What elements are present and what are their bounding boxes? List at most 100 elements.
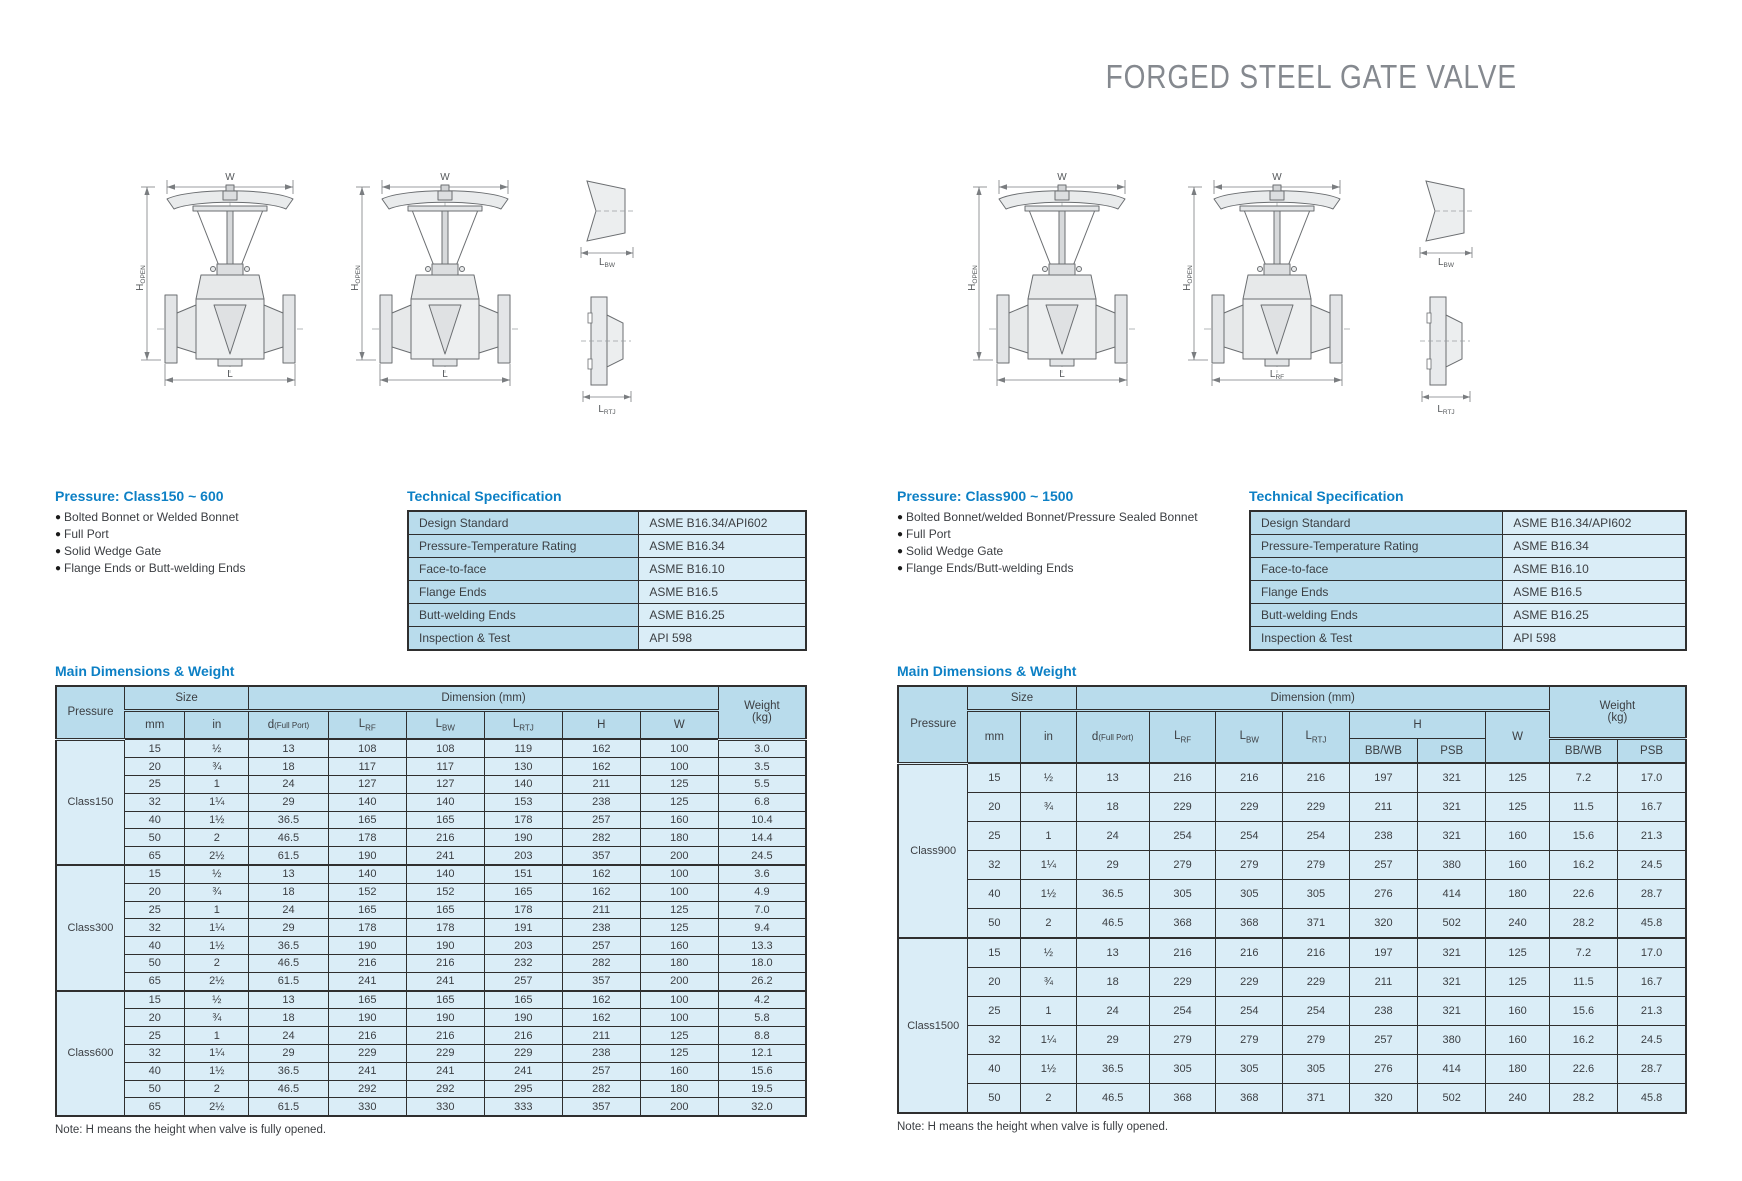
dims-value-cell: 46.5 <box>1075 1083 1150 1114</box>
dims-table-row: 25 1 24 127 127 140 211 125 5.5 <box>56 775 807 794</box>
dims-value-cell: 368 <box>1148 908 1217 939</box>
dims-value-cell: 16.7 <box>1617 967 1687 997</box>
dim-label-lrf: LRF <box>1270 369 1284 381</box>
dims-value-cell: 24.5 <box>717 846 807 866</box>
dims-value-cell: 305 <box>1148 1054 1217 1084</box>
dims-value-cell: 152 <box>327 882 407 902</box>
dims-value-cell: 232 <box>483 954 563 973</box>
dims-value-cell: 229 <box>405 1044 485 1063</box>
dims-table-row: Class1500 15 ½ 13 216 216 216 197 321 125 7.2 17.0 <box>897 937 1687 1114</box>
dims-value-cell: 257 <box>483 971 563 992</box>
dims-value-cell: 279 <box>1282 850 1350 880</box>
feature-item: ● Full Port <box>55 527 407 541</box>
dim-label-w: W <box>440 172 450 183</box>
dims-value-cell: 162 <box>561 1008 641 1028</box>
dim-label-l: L <box>442 369 448 380</box>
mm-col-header: mm <box>967 710 1022 764</box>
bullet-icon: ● <box>897 511 904 523</box>
dims-value-cell: 502 <box>1417 1083 1487 1114</box>
dims-value-cell: 100 <box>639 864 719 884</box>
dims-value-cell: 178 <box>405 918 485 938</box>
dims-value-cell: 229 <box>327 1044 407 1063</box>
dims-value-cell: 119 <box>483 738 563 759</box>
dims-value-cell: 162 <box>561 757 641 777</box>
dims-value-cell: 1½ <box>184 810 250 830</box>
dims-value-cell: 368 <box>1215 908 1284 939</box>
dims-header-row: Pressure Size Dimension (mm) Weight (kg) <box>55 685 807 741</box>
dims-value-cell: 254 <box>1148 996 1217 1026</box>
pressure-class-cell: Class600 <box>55 989 125 1117</box>
dims-value-cell: 2 <box>184 1079 250 1099</box>
dims-value-cell: 125 <box>639 900 719 920</box>
dims-value-cell: 15.6 <box>1548 996 1619 1026</box>
dims-value-cell: 330 <box>405 1097 485 1117</box>
dim-label-l: L <box>227 369 233 380</box>
dims-subheader-row2: BB/WB PSB BB/WB PSB <box>898 738 1687 764</box>
dims-value-cell: 241 <box>405 846 485 866</box>
feature-item: ● Flange Ends/Butt-welding Ends <box>897 561 1249 575</box>
spec-value-cell: ASME B16.25 <box>638 603 807 627</box>
dims-value-cell: 295 <box>483 1079 563 1099</box>
spec-row: Pressure-Temperature Rating ASME B16.34 <box>1249 534 1687 558</box>
dims-table-row: 20 ¾ 18 152 152 165 162 100 4.9 <box>56 882 807 902</box>
dims-value-cell: 321 <box>1417 792 1487 822</box>
dims-value-cell: ¾ <box>184 757 250 777</box>
dims-value-cell: 61.5 <box>248 1097 329 1117</box>
spec-label-cell: Butt-welding Ends <box>1249 603 1504 627</box>
spec-label-cell: Flange Ends <box>1249 580 1504 604</box>
dims-table-row: 65 2½ 61.5 330 330 333 357 200 32.0 <box>56 1097 807 1117</box>
spec-label-cell: Face-to-face <box>1249 557 1504 581</box>
dims-value-cell: 45.8 <box>1617 908 1687 939</box>
dims-value-cell: 65 <box>123 971 186 992</box>
dims-value-cell: 36.5 <box>248 936 329 956</box>
dims-value-cell: 180 <box>1485 879 1550 909</box>
dims-header-row: Pressure Size Dimension (mm) Weight (kg) <box>897 685 1687 765</box>
dims-value-cell: 240 <box>1485 1083 1550 1114</box>
dims-value-cell: 15 <box>123 738 186 759</box>
dims-subheader-row: mm in d(Full Port) LRF LBW LRTJ H W <box>56 710 806 740</box>
bullet-icon: ● <box>897 562 904 574</box>
page-title: FORGED STEEL GATE VALVE <box>1105 58 1517 95</box>
dims-value-cell: 216 <box>1148 762 1217 793</box>
dims-value-cell: 18 <box>248 882 329 902</box>
feature-item: ● Solid Wedge Gate <box>55 544 407 558</box>
dims-value-cell: 140 <box>405 864 485 884</box>
dims-value-cell: 238 <box>1348 996 1419 1026</box>
dims-value-cell: 22.6 <box>1548 879 1619 909</box>
section-class150-600: W HOPEN L W HOPEN L LBW LRTJ Pressure: C… <box>55 148 807 1136</box>
dims-value-cell: 13.3 <box>717 936 807 956</box>
dims-value-cell: ½ <box>184 989 250 1010</box>
dims-value-cell: 6.8 <box>717 792 807 812</box>
dims-value-cell: 1½ <box>184 1061 250 1081</box>
d-col-header: d(Full Port) <box>248 710 329 740</box>
dims-value-cell: 190 <box>405 1008 485 1028</box>
dims-value-cell: 46.5 <box>248 828 329 848</box>
dims-value-cell: 29 <box>248 918 329 938</box>
feature-item: ● Full Port <box>897 527 1249 541</box>
spec-row: Inspection & Test API 598 <box>407 626 807 651</box>
feature-text: Flange Ends/Butt-welding Ends <box>906 561 1074 575</box>
dims-value-cell: 211 <box>561 900 641 920</box>
dims-value-cell: 13 <box>1075 937 1150 968</box>
dims-title: Main Dimensions & Weight <box>55 663 235 679</box>
dims-value-cell: 276 <box>1348 879 1419 909</box>
bullet-icon: ● <box>55 528 62 540</box>
dims-value-cell: 65 <box>123 1097 186 1117</box>
dims-value-cell: 165 <box>405 900 485 920</box>
dims-value-cell: 330 <box>327 1097 407 1117</box>
dims-value-cell: 257 <box>1348 850 1419 880</box>
dims-value-cell: 160 <box>639 810 719 830</box>
spec-row: Flange Ends ASME B16.5 <box>407 580 807 604</box>
dims-value-cell: 32 <box>123 918 186 938</box>
dims-value-cell: 19.5 <box>717 1079 807 1099</box>
dims-value-cell: 16.7 <box>1617 792 1687 822</box>
dims-value-cell: 125 <box>639 775 719 794</box>
dims-value-cell: 140 <box>405 792 485 812</box>
dims-value-cell: 29 <box>1075 850 1150 880</box>
technical-specification-table: Design Standard ASME B16.34/API602 Pressur… <box>1249 510 1687 651</box>
gate-valve-drawing: W HOPEN L <box>350 172 519 387</box>
spec-value-cell: ASME B16.34 <box>1502 534 1687 558</box>
dims-value-cell: 305 <box>1215 879 1284 909</box>
dims-table-row: 20 ¾ 18 117 117 130 162 100 3.5 <box>56 757 807 777</box>
dims-value-cell: 1½ <box>1020 879 1077 909</box>
